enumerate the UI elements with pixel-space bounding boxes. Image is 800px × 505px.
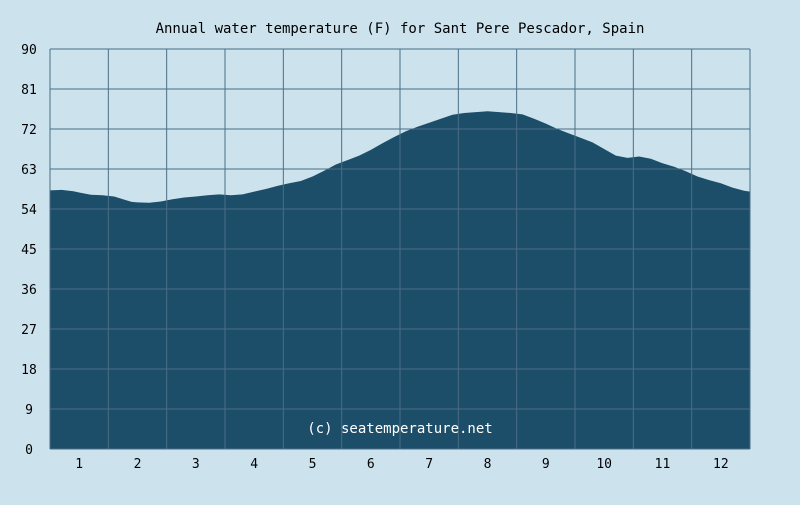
chart-title: Annual water temperature (F) for Sant Pe… bbox=[156, 21, 645, 37]
y-tick-label: 90 bbox=[21, 43, 37, 58]
y-tick-label: 9 bbox=[25, 403, 33, 418]
y-tick-label: 0 bbox=[25, 443, 33, 458]
x-tick-label: 1 bbox=[75, 457, 83, 472]
y-tick-label: 63 bbox=[21, 163, 37, 178]
y-axis: 0 9 18 27 36 45 54 63 72 81 90 bbox=[21, 43, 37, 458]
x-tick-label: 2 bbox=[134, 457, 142, 472]
x-tick-label: 7 bbox=[425, 457, 433, 472]
x-tick-label: 4 bbox=[250, 457, 258, 472]
x-tick-label: 9 bbox=[542, 457, 550, 472]
x-tick-label: 6 bbox=[367, 457, 375, 472]
y-tick-label: 36 bbox=[21, 283, 37, 298]
x-axis: 1 2 3 4 5 6 7 8 9 10 11 12 bbox=[75, 457, 728, 472]
y-tick-label: 54 bbox=[21, 203, 37, 218]
grid bbox=[49, 48, 751, 450]
y-tick-label: 72 bbox=[21, 123, 37, 138]
y-tick-label: 45 bbox=[21, 243, 37, 258]
x-tick-label: 10 bbox=[596, 457, 612, 472]
x-tick-label: 8 bbox=[484, 457, 492, 472]
y-tick-label: 18 bbox=[21, 363, 37, 378]
copyright-watermark: (c) seatemperature.net bbox=[307, 421, 492, 437]
x-tick-label: 5 bbox=[309, 457, 317, 472]
x-tick-label: 11 bbox=[655, 457, 671, 472]
y-tick-label: 27 bbox=[21, 323, 37, 338]
x-tick-label: 3 bbox=[192, 457, 200, 472]
y-tick-label: 81 bbox=[21, 83, 37, 98]
x-tick-label: 12 bbox=[713, 457, 729, 472]
